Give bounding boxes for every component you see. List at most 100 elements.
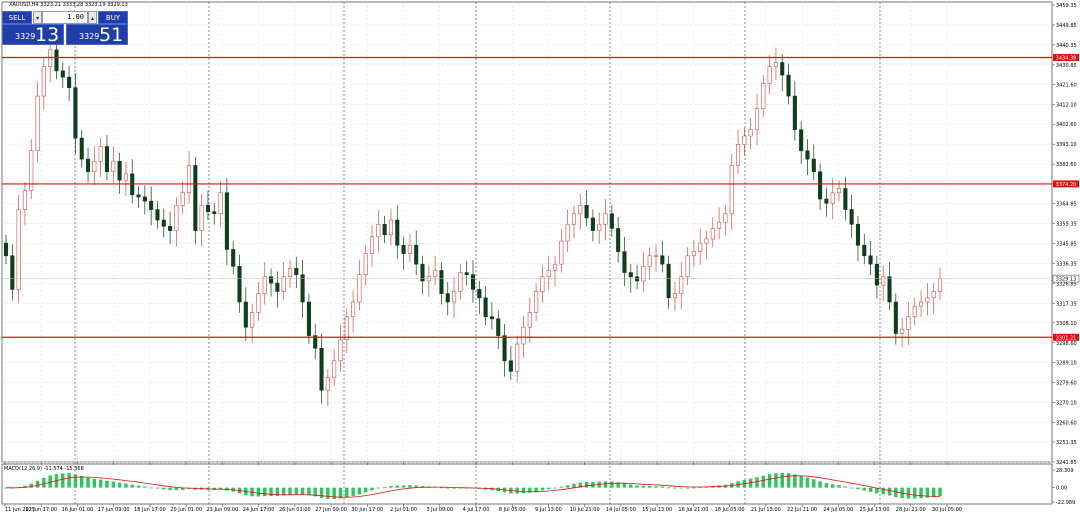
macd-bar: [540, 487, 545, 491]
macd-bar: [401, 485, 406, 488]
macd-bar: [382, 487, 387, 489]
macd-bar: [622, 483, 627, 488]
candle-body: [761, 83, 766, 109]
candle-body: [256, 293, 261, 313]
macd-bar: [256, 487, 261, 497]
macd-bar: [294, 487, 299, 495]
x-tick-label: 4 Jul 17:00: [463, 507, 490, 513]
candle-body: [275, 282, 280, 292]
candle-body: [843, 188, 848, 210]
candle-body: [811, 158, 816, 173]
candle-body: [502, 335, 507, 362]
macd-bar: [881, 487, 885, 495]
candle-body: [830, 192, 835, 204]
candle-body: [92, 160, 97, 173]
candle-body: [849, 209, 854, 225]
candle-body: [729, 165, 734, 215]
candle-body: [483, 297, 488, 318]
candle-body: [799, 129, 804, 152]
candle-body: [136, 194, 141, 198]
price-marker-label: 3301.21: [1056, 335, 1077, 341]
candle-body: [439, 270, 444, 294]
macd-bar: [124, 483, 128, 488]
candle-body: [41, 66, 46, 97]
buy-price-prefix: 3329: [79, 32, 100, 41]
y-tick-label: 3355.35: [1056, 222, 1077, 228]
macd-bar: [565, 485, 570, 488]
candle-body: [508, 360, 513, 372]
macd-bar: [370, 487, 374, 491]
candle-body: [35, 95, 40, 152]
candle-body: [212, 211, 217, 215]
candle-body: [98, 146, 103, 162]
candle-body: [338, 339, 343, 362]
macd-bar: [174, 487, 179, 491]
buy-button[interactable]: BUY: [98, 11, 128, 24]
macd-bar: [843, 486, 848, 488]
sell-price-main: 13: [35, 24, 60, 46]
candle-body: [433, 270, 438, 278]
buy-price-quote[interactable]: 3329 51: [66, 24, 128, 46]
macd-bar: [780, 472, 784, 488]
candle-body: [736, 144, 741, 166]
candle-body: [193, 165, 198, 231]
lot-increase-button[interactable]: ▴: [88, 11, 97, 24]
x-tick-label: 21 Jul 13:00: [751, 507, 781, 513]
candle-body: [565, 223, 570, 242]
x-tick-label: 11 Jun 2025: [5, 507, 35, 513]
candle-body: [717, 221, 722, 229]
macd-bar: [162, 487, 166, 490]
candle-body: [653, 255, 659, 258]
macd-bar: [629, 484, 633, 488]
y-tick-label: 3364.85: [1056, 202, 1077, 208]
y-tick-label: 3279.60: [1056, 381, 1077, 387]
macd-bar: [919, 487, 923, 499]
macd-bar: [812, 479, 816, 488]
y-tick-label: 3345.85: [1056, 241, 1077, 247]
macd-bar: [275, 487, 280, 496]
candle-body: [313, 335, 318, 349]
macd-bar: [748, 478, 753, 488]
macd-bar: [534, 487, 538, 492]
y-tick-label: 3326.85: [1056, 281, 1077, 287]
candle-body: [22, 190, 27, 210]
sell-button[interactable]: SELL: [2, 11, 32, 24]
candle-body: [376, 223, 381, 238]
macd-bar: [29, 483, 33, 488]
candle-body: [205, 205, 210, 212]
macd-bar: [799, 476, 803, 488]
candle-body: [748, 129, 753, 137]
macd-bar: [338, 487, 343, 499]
candle-body: [792, 95, 797, 131]
y-tick-label: 3308.10: [1056, 321, 1077, 327]
candle-body: [628, 272, 633, 278]
candle-body: [773, 62, 778, 67]
macd-bar: [685, 487, 690, 489]
candle-body: [489, 316, 494, 320]
lot-decrease-button[interactable]: ▾: [33, 11, 42, 24]
x-tick-label: 16 Jul 21:00: [678, 507, 708, 513]
candle-body: [3, 242, 9, 257]
macd-bar: [98, 479, 103, 488]
macd-bar: [218, 487, 223, 490]
macd-bar: [610, 481, 614, 488]
x-tick-label: 25 Jul 13:00: [860, 507, 890, 513]
candle-body: [388, 219, 393, 236]
macd-bar: [793, 474, 797, 488]
candle-body: [250, 312, 255, 328]
macd-bar: [143, 486, 147, 488]
macd-y-tick-label: 28.309: [1056, 468, 1074, 474]
candle-body: [104, 146, 110, 173]
candle-body: [332, 360, 337, 378]
candle-body: [395, 219, 400, 246]
macd-bar: [420, 486, 425, 488]
macd-bar: [774, 473, 778, 488]
macd-bar: [263, 487, 267, 497]
sell-price-quote[interactable]: 3329 13: [2, 24, 64, 46]
lot-size-input[interactable]: 1.00: [42, 11, 88, 24]
macd-bar: [856, 487, 860, 490]
x-tick-label: 14 Jul 05:00: [606, 507, 636, 513]
macd-bar: [86, 477, 90, 488]
